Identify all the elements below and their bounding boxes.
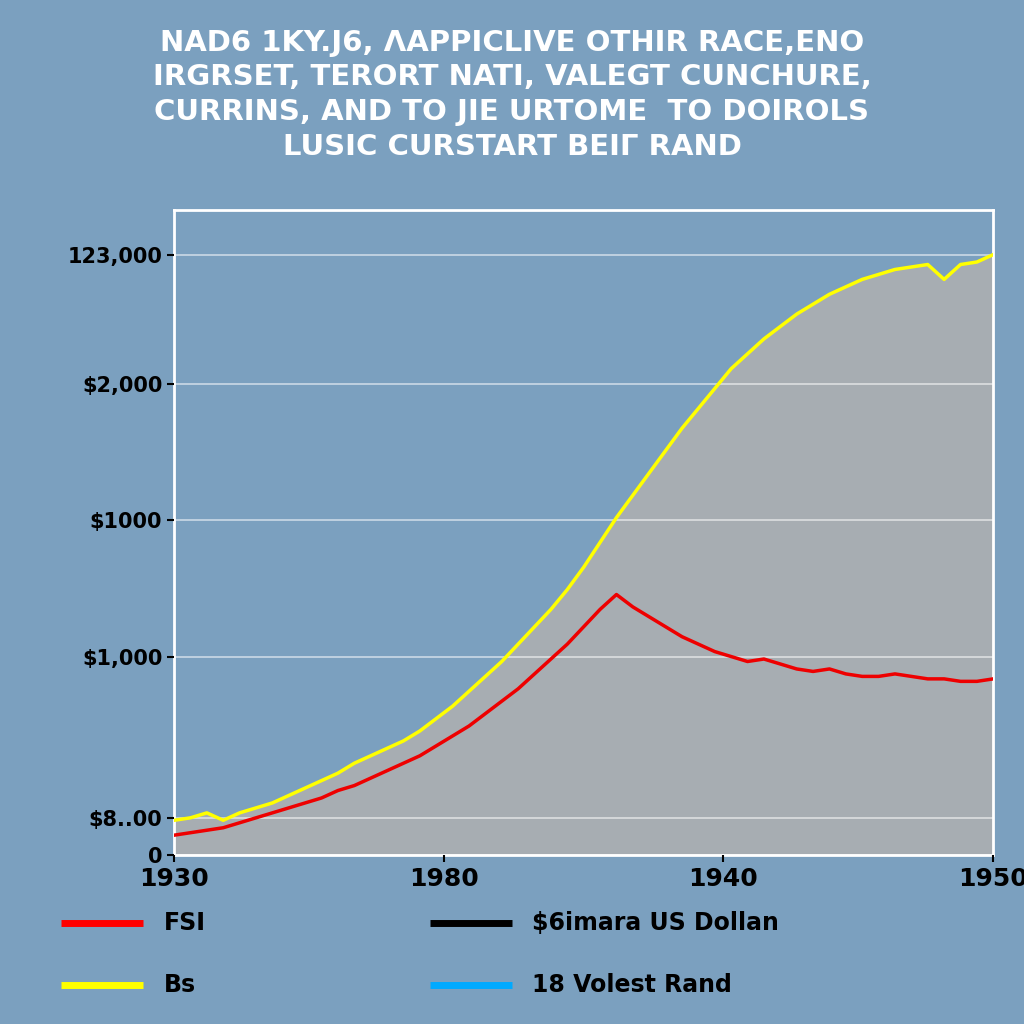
Text: $6imara US Dollan: $6imara US Dollan (532, 911, 779, 935)
Text: FSI: FSI (164, 911, 206, 935)
Text: NAD6 1KY.J6, ΛAPPICLIVE OTHIR RACE,ENO
IRGRSET, TERORT NATI, VALEGT CUNCHURE,
CU: NAD6 1KY.J6, ΛAPPICLIVE OTHIR RACE,ENO I… (153, 29, 871, 161)
Text: 18 Volest Rand: 18 Volest Rand (532, 974, 732, 997)
Text: Bs: Bs (164, 974, 196, 997)
